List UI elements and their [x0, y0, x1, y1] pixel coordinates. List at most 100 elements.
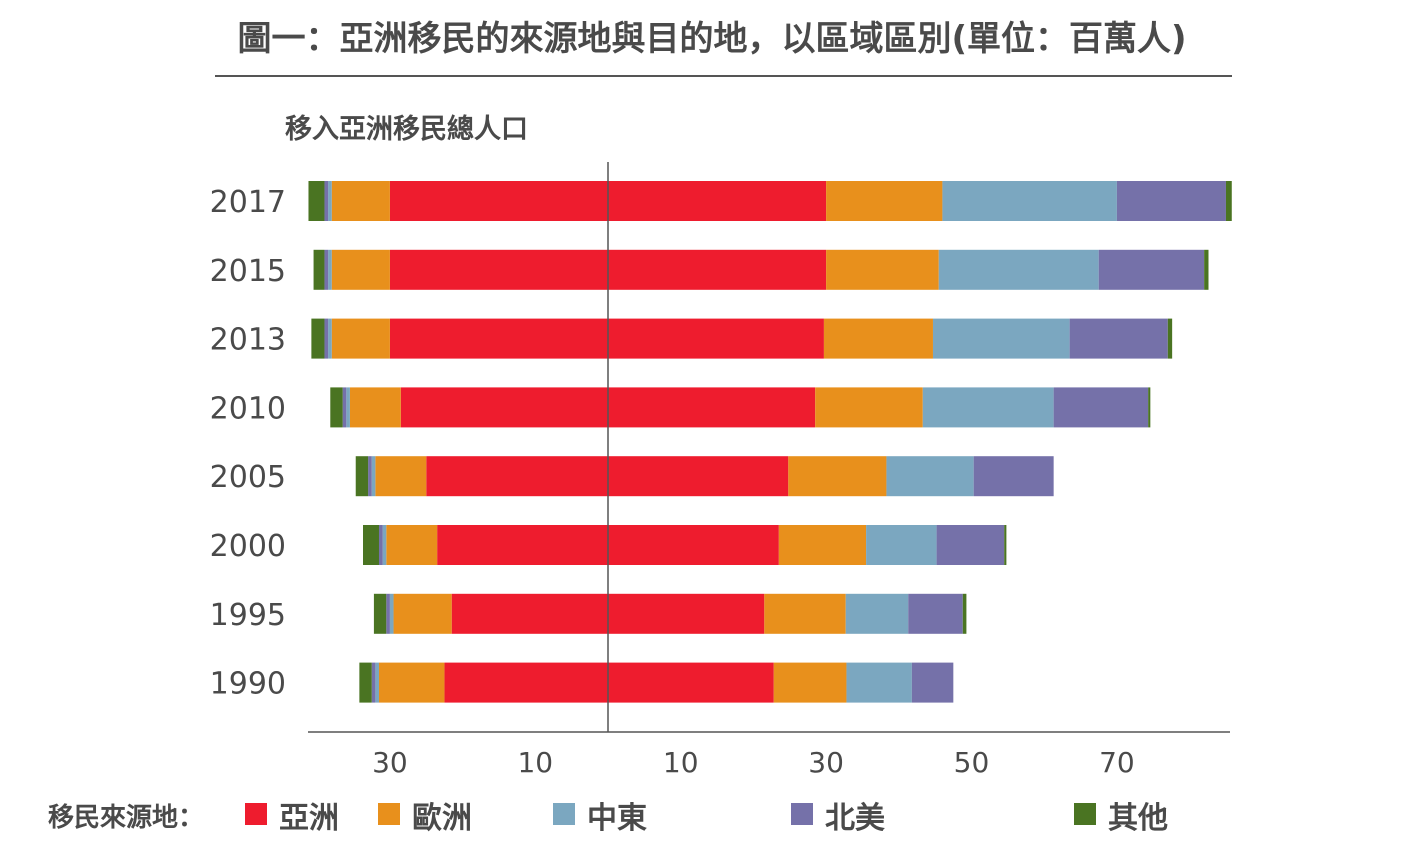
bar-left-asia-1995 — [451, 593, 608, 634]
bar-left-europe-2015 — [331, 249, 390, 290]
category-label-1990: 1990 — [210, 667, 286, 702]
bar-right-other-1995 — [962, 593, 967, 634]
chart-title: 圖一：亞洲移民的來源地與目的地，以區域區別(單位：百萬人) — [237, 19, 1186, 59]
x-tick-label: 10 — [517, 746, 553, 779]
bar-left-middle-east-1995 — [389, 593, 394, 634]
category-labels: 2017 2015 2013 2010 2005 2000 1995 1990 — [210, 185, 286, 702]
bar-left-north-america-2015 — [324, 249, 329, 290]
bar-left-europe-2013 — [331, 318, 390, 359]
legend: 移民來源地： 亞洲 歐洲 中東 北美 其他 — [48, 801, 1168, 836]
x-tick-label: 50 — [954, 746, 990, 779]
bar-right-asia-2000 — [608, 525, 779, 565]
legend-label-middle-east: 中東 — [587, 801, 647, 836]
bar-right-europe-2017 — [826, 181, 943, 221]
bar-left-middle-east-2010 — [346, 387, 350, 428]
legend-swatch-other — [1074, 803, 1096, 825]
legend-title: 移民來源地： — [48, 803, 204, 833]
bar-left-north-america-2017 — [324, 181, 329, 221]
bar-right-asia-2013 — [608, 318, 824, 359]
bar-right-middle-east-2017 — [942, 181, 1117, 221]
bar-left-other-2017 — [308, 181, 325, 221]
x-tick-label: 70 — [1099, 746, 1135, 779]
bar-left-europe-1990 — [379, 662, 445, 703]
bar-right-north-america-1995 — [908, 593, 963, 634]
bar-right-asia-1995 — [608, 593, 765, 634]
bar-right-asia-1990 — [608, 662, 774, 703]
bar-left-asia-2005 — [426, 456, 608, 497]
legend-swatch-middle-east — [553, 803, 575, 825]
legend-swatch-north-america — [791, 803, 813, 825]
bar-right-north-america-2010 — [1053, 387, 1149, 428]
bar-right-north-america-2000 — [936, 525, 1005, 565]
bar-left-asia-1990 — [444, 662, 608, 703]
legend-label-europe: 歐洲 — [412, 801, 472, 836]
bar-right-middle-east-1990 — [846, 662, 912, 703]
bar-left-other-2000 — [363, 525, 379, 565]
bar-left-north-america-2010 — [342, 387, 347, 428]
category-label-2010: 2010 — [210, 391, 286, 426]
bar-left-asia-2000 — [437, 525, 608, 565]
bar-left-europe-2000 — [386, 525, 438, 565]
bar-left-other-2010 — [330, 387, 343, 428]
bar-left-other-1995 — [373, 593, 387, 634]
bar-left-north-america-1995 — [386, 593, 390, 634]
bar-right-north-america-1990 — [911, 662, 954, 703]
bar-left-asia-2015 — [389, 249, 608, 290]
bar-left-europe-1995 — [393, 593, 452, 634]
x-tick-labels: 30 10 10 30 50 70 — [372, 746, 1135, 779]
bar-left-middle-east-2005 — [371, 456, 376, 497]
category-label-2013: 2013 — [210, 323, 286, 358]
bar-left-middle-east-2013 — [328, 318, 332, 359]
bar-right-middle-east-2005 — [886, 456, 974, 497]
bar-left-middle-east-2017 — [328, 181, 332, 221]
bar-right-middle-east-2000 — [866, 525, 937, 565]
bar-right-europe-2005 — [788, 456, 887, 497]
bar-right-other-2017 — [1225, 181, 1232, 221]
bar-right-other-2010 — [1148, 387, 1151, 428]
legend-swatch-asia — [245, 803, 267, 825]
bar-left-other-2005 — [355, 456, 369, 497]
bar-right-europe-2010 — [815, 387, 923, 428]
bar-left-europe-2005 — [375, 456, 427, 497]
bars-group — [308, 181, 1232, 703]
bar-left-north-america-2000 — [379, 525, 383, 565]
bar-right-asia-2015 — [608, 249, 827, 290]
category-label-1995: 1995 — [210, 598, 286, 633]
bar-right-other-2000 — [1004, 525, 1007, 565]
chart-subtitle: 移入亞洲移民總人口 — [285, 113, 528, 145]
bar-right-europe-2000 — [778, 525, 867, 565]
bar-left-europe-2010 — [349, 387, 401, 428]
category-label-2000: 2000 — [210, 529, 286, 564]
bar-right-europe-1990 — [773, 662, 847, 703]
legend-label-north-america: 北美 — [825, 801, 885, 836]
bar-left-asia-2010 — [400, 387, 608, 428]
bar-left-asia-2013 — [389, 318, 608, 359]
bar-left-other-2015 — [313, 249, 325, 290]
bar-right-north-america-2015 — [1098, 249, 1205, 290]
category-label-2015: 2015 — [210, 254, 286, 289]
x-tick-label: 30 — [372, 746, 408, 779]
bar-right-asia-2017 — [608, 181, 827, 221]
bar-left-europe-2017 — [331, 181, 390, 221]
bar-right-other-2013 — [1167, 318, 1173, 359]
x-tick-label: 30 — [808, 746, 844, 779]
bar-right-europe-2015 — [826, 249, 939, 290]
bar-left-middle-east-2000 — [382, 525, 387, 565]
bar-left-other-2013 — [311, 318, 325, 359]
bar-left-middle-east-1990 — [375, 662, 379, 703]
bar-right-other-2015 — [1204, 249, 1209, 290]
bar-right-middle-east-2013 — [932, 318, 1070, 359]
bar-left-north-america-2013 — [324, 318, 329, 359]
bar-right-north-america-2005 — [973, 456, 1054, 497]
bar-right-europe-1995 — [764, 593, 846, 634]
category-label-2005: 2005 — [210, 460, 286, 495]
bar-right-north-america-2017 — [1116, 181, 1226, 221]
bar-left-north-america-2005 — [368, 456, 372, 497]
bar-left-north-america-1990 — [371, 662, 376, 703]
category-label-2017: 2017 — [210, 185, 286, 220]
bar-left-middle-east-2015 — [328, 249, 332, 290]
bar-right-middle-east-2015 — [938, 249, 1099, 290]
bar-right-asia-2005 — [608, 456, 789, 497]
x-tick-label: 10 — [663, 746, 699, 779]
